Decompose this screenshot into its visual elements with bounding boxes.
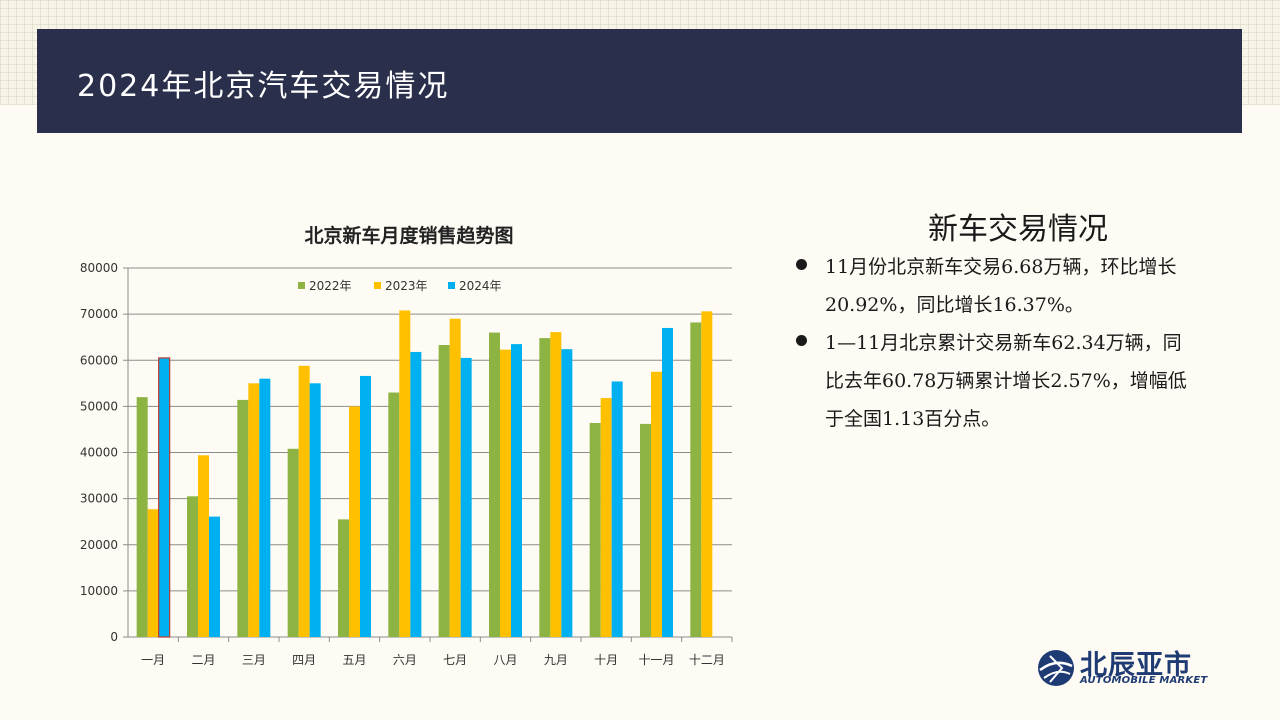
bar (640, 423, 651, 637)
legend-label: 2023年 (385, 279, 428, 293)
bullet-line: 11月份北京新车交易6.68万辆，环比增长 (825, 256, 1177, 278)
bar (248, 383, 260, 637)
bar (187, 496, 198, 637)
bar (198, 455, 209, 637)
chart-bars (136, 310, 713, 638)
bar (147, 509, 159, 637)
x-tick-label: 三月 (242, 653, 266, 667)
bar (410, 351, 422, 637)
bar (489, 332, 500, 637)
x-tick-label: 十月 (594, 653, 618, 667)
legend-label: 2022年 (309, 279, 352, 293)
y-tick-label: 70000 (80, 307, 118, 321)
y-tick-label: 30000 (80, 492, 118, 506)
y-tick-label: 80000 (80, 261, 118, 275)
bar (449, 318, 461, 637)
x-tick-label: 八月 (493, 653, 517, 667)
panel-title: 新车交易情况 (928, 212, 1108, 247)
y-tick-label: 40000 (80, 446, 118, 460)
x-tick-label: 九月 (544, 653, 568, 667)
x-tick-label: 十二月 (689, 653, 725, 667)
bar (158, 357, 171, 638)
bar (349, 406, 360, 637)
x-axis-ticks: 一月 二月 三月 四月 五月 六月 七月 八月 九月 十月 十一月 十二月 (141, 653, 725, 667)
bar (662, 327, 673, 637)
logo-text-cn: 北辰亚市 (1080, 650, 1192, 681)
bar (259, 378, 271, 637)
bar (611, 381, 623, 637)
bullet-line: 比去年60.78万辆累计增长2.57%，增幅低 (825, 370, 1187, 392)
sales-bar-chart: 北京新车月度销售趋势图 2022年 2023年 2024年 0 10000 20000 3… (80, 224, 733, 667)
bar (287, 448, 299, 637)
bar (438, 345, 450, 637)
bullet-item: 1—11月北京累计交易新车62.34万辆，同 比去年60.78万辆累计增长2.5… (795, 324, 1225, 438)
bar (539, 338, 551, 637)
bar (561, 349, 573, 637)
x-tick-label: 七月 (443, 653, 467, 667)
x-tick-label: 二月 (191, 653, 215, 667)
x-tick-label: 五月 (342, 653, 366, 667)
bullet-item: 11月份北京新车交易6.68万辆，环比增长 20.92%，同比增长16.37%。 (795, 248, 1225, 324)
bar (511, 344, 522, 637)
bar (360, 375, 371, 637)
bar (237, 399, 249, 637)
bar (651, 371, 662, 637)
bullet-line: 1—11月北京累计交易新车62.34万辆，同 (825, 332, 1182, 354)
bar (589, 422, 601, 637)
page-title: 2024年北京汽车交易情况 (77, 69, 450, 104)
legend-swatch (298, 282, 305, 289)
y-tick-label: 10000 (80, 584, 118, 598)
logo-text-en: AUTOMOBILE MARKET (1080, 675, 1208, 686)
bar (690, 322, 702, 637)
x-tick-label: 十一月 (638, 653, 674, 667)
chart-title: 北京新车月度销售趋势图 (304, 224, 513, 247)
bar (500, 349, 511, 637)
bar (550, 332, 562, 637)
bar (701, 311, 713, 637)
brand-logo: 北辰亚市 AUTOMOBILE MARKET (1036, 645, 1226, 693)
chart-gridlines (123, 267, 733, 642)
y-axis-ticks: 0 10000 20000 30000 40000 50000 60000 70000 8000… (80, 261, 118, 644)
legend-swatch (374, 282, 381, 289)
x-tick-label: 四月 (292, 653, 316, 667)
bullet-line: 于全国1.13百分点。 (825, 408, 1001, 430)
bar (460, 357, 472, 637)
globe-icon (1038, 650, 1074, 686)
y-tick-label: 0 (110, 630, 118, 644)
x-tick-label: 六月 (393, 653, 417, 667)
legend-label: 2024年 (459, 279, 502, 293)
bar (209, 516, 220, 637)
y-tick-label: 20000 (80, 538, 118, 552)
chart-legend: 2022年 2023年 2024年 (298, 279, 502, 293)
bar (136, 397, 148, 637)
x-tick-label: 一月 (141, 653, 165, 667)
bar (309, 383, 321, 637)
legend-swatch (448, 282, 455, 289)
header-bar: 2024年北京汽车交易情况 (37, 29, 1242, 133)
bar (338, 519, 349, 637)
bar (298, 365, 310, 637)
y-tick-label: 50000 (80, 399, 118, 413)
y-tick-label: 60000 (80, 353, 118, 367)
bullet-list: 11月份北京新车交易6.68万辆，环比增长 20.92%，同比增长16.37%。… (795, 248, 1225, 438)
bar (399, 310, 411, 637)
bar (388, 392, 400, 637)
bar (600, 398, 612, 637)
bullet-line: 20.92%，同比增长16.37%。 (825, 294, 1084, 316)
